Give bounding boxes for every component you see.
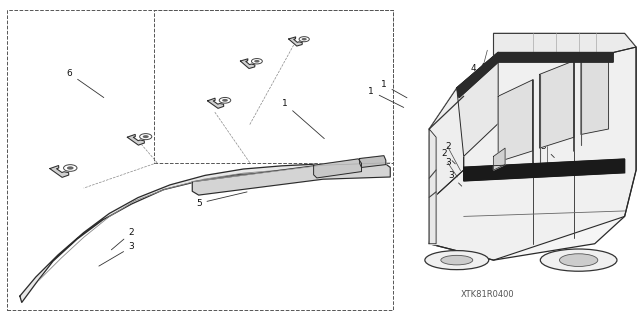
Text: 4: 4 bbox=[480, 63, 486, 72]
Text: 5: 5 bbox=[544, 136, 550, 145]
Text: 4: 4 bbox=[196, 179, 247, 195]
Polygon shape bbox=[457, 53, 498, 156]
Polygon shape bbox=[498, 80, 532, 162]
Circle shape bbox=[254, 60, 260, 63]
Text: 3: 3 bbox=[99, 242, 134, 266]
Polygon shape bbox=[429, 33, 636, 260]
Text: 2: 2 bbox=[445, 142, 451, 151]
Polygon shape bbox=[493, 148, 505, 170]
Polygon shape bbox=[360, 156, 386, 167]
Circle shape bbox=[222, 99, 228, 102]
Circle shape bbox=[143, 135, 148, 138]
Text: 3: 3 bbox=[448, 171, 461, 186]
Polygon shape bbox=[192, 163, 390, 195]
Text: 6: 6 bbox=[67, 69, 104, 98]
Polygon shape bbox=[207, 98, 223, 108]
Polygon shape bbox=[457, 53, 613, 98]
Polygon shape bbox=[241, 59, 255, 69]
Polygon shape bbox=[429, 129, 436, 244]
Text: 2: 2 bbox=[111, 228, 134, 250]
Polygon shape bbox=[540, 61, 574, 148]
Polygon shape bbox=[20, 164, 320, 302]
Text: 3: 3 bbox=[445, 158, 451, 167]
Ellipse shape bbox=[559, 254, 598, 266]
Text: 5: 5 bbox=[196, 192, 247, 208]
Polygon shape bbox=[429, 88, 464, 197]
Text: XTK81R0400: XTK81R0400 bbox=[461, 290, 514, 299]
Circle shape bbox=[67, 166, 74, 170]
Text: 4: 4 bbox=[470, 64, 484, 80]
Bar bbox=[154, 10, 394, 163]
Text: 5: 5 bbox=[541, 142, 554, 158]
Polygon shape bbox=[581, 53, 609, 135]
Ellipse shape bbox=[540, 249, 617, 271]
Polygon shape bbox=[464, 159, 625, 181]
Ellipse shape bbox=[425, 251, 489, 270]
Text: 1: 1 bbox=[368, 87, 404, 108]
Text: 1: 1 bbox=[381, 80, 407, 98]
Text: 2: 2 bbox=[442, 149, 455, 164]
Polygon shape bbox=[429, 47, 636, 260]
Polygon shape bbox=[457, 33, 636, 96]
Polygon shape bbox=[127, 134, 145, 145]
Polygon shape bbox=[50, 166, 68, 177]
Bar bbox=[7, 10, 394, 310]
Circle shape bbox=[301, 38, 307, 41]
Polygon shape bbox=[289, 37, 302, 46]
Polygon shape bbox=[314, 159, 362, 178]
Ellipse shape bbox=[441, 255, 473, 265]
Text: 1: 1 bbox=[282, 100, 324, 139]
